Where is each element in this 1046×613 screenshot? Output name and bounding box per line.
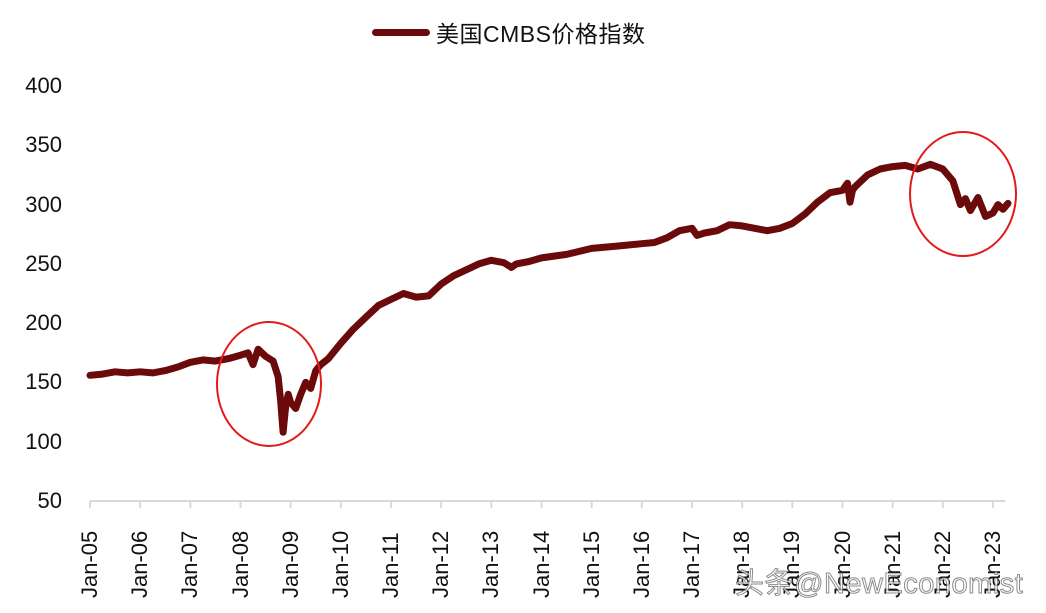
legend-swatch: [372, 28, 430, 36]
x-tick-marks: [89, 501, 994, 508]
watermark: 头条@NewEconomist: [734, 568, 1024, 601]
y-tick-label: 100: [25, 428, 62, 454]
y-tick-label: 50: [37, 488, 62, 513]
y-tick-label: 250: [25, 250, 62, 276]
legend-label: 美国CMBS价格指数: [436, 21, 646, 47]
y-tick-label: 400: [25, 73, 62, 98]
y-tick-label: 200: [25, 310, 62, 336]
series-line: [86, 160, 1012, 436]
y-tick-label: 150: [25, 369, 62, 395]
highlight-circle-2022: [909, 131, 1017, 257]
y-tick-label: 300: [25, 191, 62, 217]
legend: 美国CMBS价格指数: [372, 16, 645, 48]
y-tick-label: 350: [25, 132, 62, 158]
highlight-circle-2008: [216, 321, 322, 447]
